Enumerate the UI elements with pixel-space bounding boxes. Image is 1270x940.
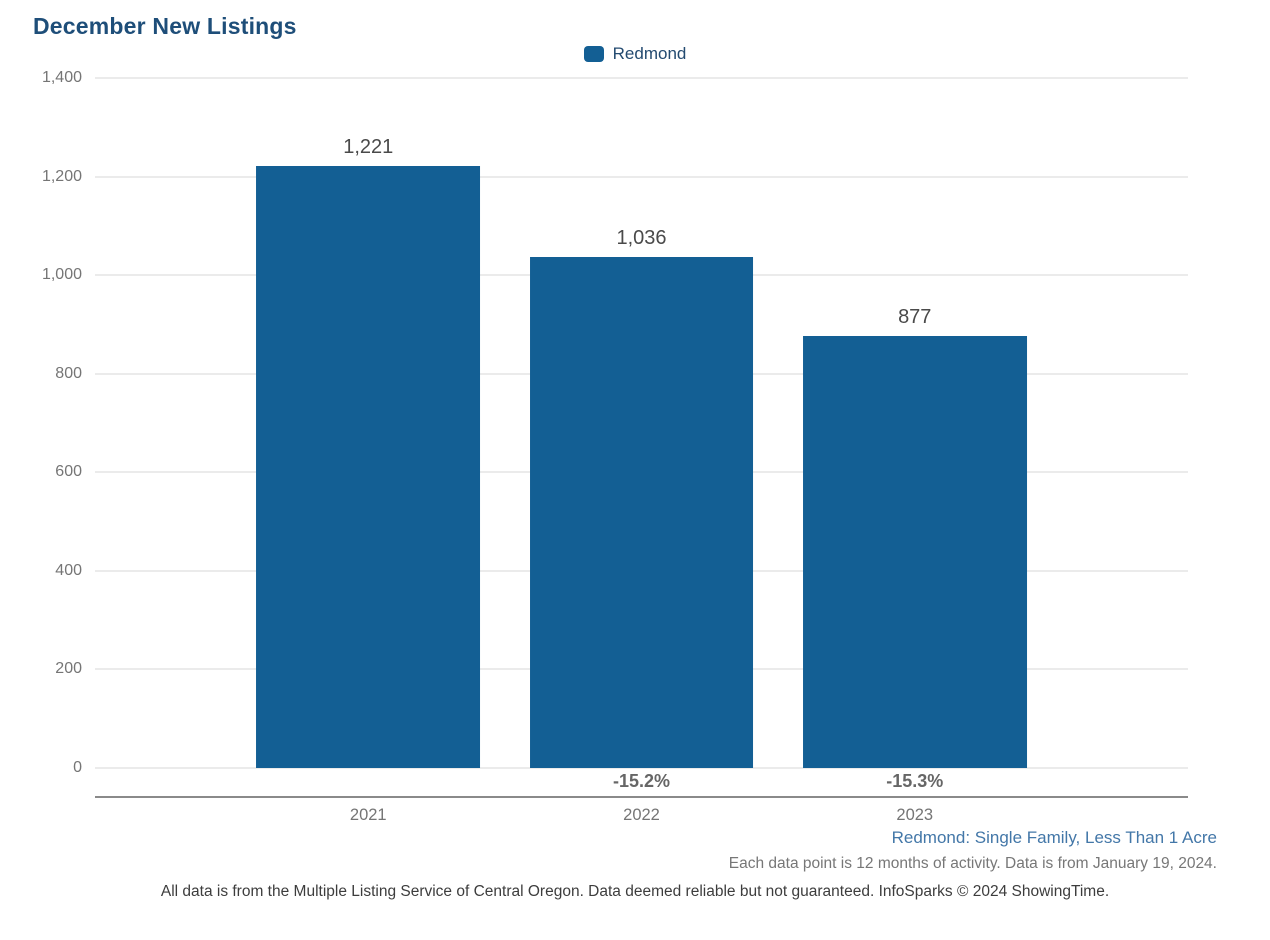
y-tick-label: 400: [55, 561, 82, 579]
y-tick-label: 0: [73, 759, 82, 776]
gridline-0: [95, 767, 1188, 769]
legend-label: Redmond: [612, 44, 687, 63]
x-axis-line: [95, 796, 1188, 798]
gridline-1400: [95, 77, 1188, 79]
percent-change-label: -15.2%: [612, 771, 671, 791]
bar-value-label: 877: [898, 305, 932, 328]
segment-subtitle: Redmond: Single Family, Less Than 1 Acre: [891, 828, 1217, 847]
x-tick-label-2021: 2021: [349, 806, 387, 824]
bar-2021[interactable]: [256, 166, 481, 768]
legend-swatch-icon: [583, 46, 604, 62]
x-axis-labels: 2021 2022 2023: [95, 806, 1188, 828]
y-tick-label: 1,200: [41, 167, 82, 185]
percent-change-label: -15.3%: [886, 771, 944, 791]
y-tick-label: 800: [55, 364, 82, 382]
plot-area: 1,400 1,200 1,000 800 600 400 200 0 1,221 1,036 87…: [42, 69, 1188, 776]
data-note: Each data point is 12 months of activity…: [728, 855, 1217, 872]
bar-value-label: 1,036: [616, 227, 667, 250]
y-tick-label: 1,000: [41, 266, 82, 284]
y-tick-label: 600: [55, 463, 82, 481]
gridline-1200: [95, 175, 1188, 178]
bar-2023[interactable]: [802, 335, 1027, 768]
bar-value-label: 1,221: [343, 136, 394, 159]
x-tick-label-2023: 2023: [896, 806, 934, 824]
chart-title: December New Listings: [33, 13, 297, 39]
legend[interactable]: Redmond: [0, 44, 1270, 64]
x-tick-label-2022: 2022: [623, 806, 660, 824]
disclaimer: All data is from the Multiple Listing Se…: [160, 883, 1110, 900]
percent-change-row: -15.2% -15.3%: [95, 771, 1188, 795]
y-tick-label: 200: [55, 660, 82, 678]
y-tick-label: 1,400: [41, 69, 82, 86]
bar-2022[interactable]: [529, 257, 754, 768]
